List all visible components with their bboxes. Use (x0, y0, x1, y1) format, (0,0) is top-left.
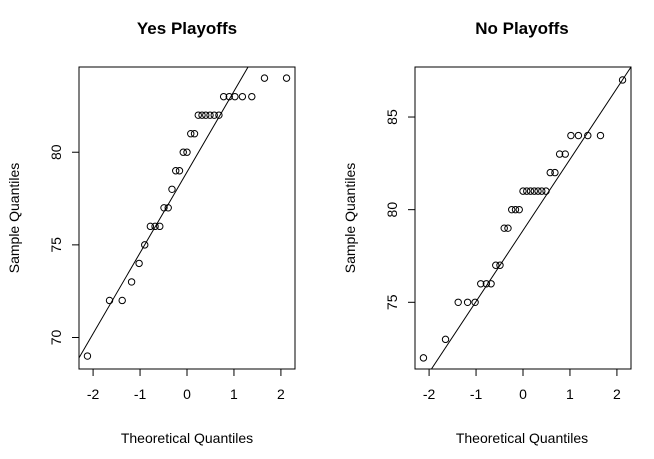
qq-panel-yes-playoffs: Yes Playoffs -2 -1 0 1 2 70 75 80 Theoretical … (6, 19, 296, 446)
chart-title: Yes Playoffs (137, 19, 237, 38)
data-point (260, 74, 269, 82)
data-point (515, 205, 523, 214)
x-tick-label: -1 (470, 386, 483, 402)
x-tick-label: -2 (423, 386, 436, 402)
data-point (141, 241, 149, 249)
data-point (574, 131, 583, 140)
data-point (487, 280, 495, 288)
data-point (519, 187, 527, 195)
data-point (561, 150, 569, 158)
data-point (492, 261, 500, 269)
points-group (83, 74, 291, 360)
data-point (175, 167, 184, 175)
data-point (282, 74, 291, 82)
data-point (596, 131, 605, 140)
data-point (584, 131, 592, 140)
y-axis-label: Sample Quantiles (6, 163, 22, 274)
data-point (202, 111, 210, 119)
x-tick-label: 0 (183, 386, 191, 402)
data-point (231, 92, 239, 101)
data-point (151, 222, 159, 231)
data-point (546, 168, 554, 177)
data-point (206, 111, 214, 119)
data-point (477, 280, 485, 288)
data-point (183, 148, 191, 156)
reference-line-group (79, 67, 249, 359)
data-point (500, 224, 508, 232)
y-tick-label: 85 (384, 109, 400, 125)
data-point (225, 92, 233, 101)
data-point (172, 167, 180, 175)
plot-frame (78, 66, 296, 370)
y-tick-label: 75 (384, 294, 400, 310)
data-point (164, 204, 172, 212)
y-tick-label: 75 (48, 237, 64, 253)
data-point (471, 298, 479, 307)
x-axis: -2 -1 0 1 2 (87, 369, 285, 402)
y-axis: 70 75 80 (48, 144, 79, 345)
x-tick-label: 1 (566, 386, 574, 402)
data-point (523, 187, 531, 195)
data-point (127, 278, 136, 286)
y-tick-label: 80 (384, 202, 400, 218)
data-point (511, 205, 520, 214)
data-point (526, 187, 535, 195)
data-point (190, 129, 199, 138)
data-point (194, 111, 202, 119)
data-point (534, 187, 542, 195)
reference-line (431, 67, 631, 369)
points-group (419, 76, 627, 362)
data-point (146, 222, 155, 231)
data-point (463, 298, 472, 307)
data-point (555, 150, 564, 158)
data-point (419, 354, 428, 362)
x-tick-label: -1 (134, 386, 147, 402)
data-point (219, 92, 228, 101)
x-tick-label: 0 (519, 386, 527, 402)
data-point (618, 76, 627, 84)
data-point (118, 296, 126, 305)
x-axis-label: Theoretical Quantiles (456, 430, 588, 446)
data-point (198, 111, 206, 119)
data-point (508, 205, 516, 214)
y-axis-label: Sample Quantiles (342, 163, 358, 274)
reference-line-group (431, 67, 631, 369)
data-point (135, 259, 143, 268)
y-tick-label: 70 (48, 330, 64, 346)
plot-frame (414, 66, 632, 370)
data-point (542, 187, 550, 195)
data-point (83, 352, 92, 360)
qq-panel-no-playoffs: No Playoffs -2 -1 0 1 2 75 80 85 Theoretical Q… (342, 19, 632, 446)
x-tick-label: 1 (230, 386, 238, 402)
chart-title: No Playoffs (475, 19, 569, 38)
x-axis-label: Theoretical Quantiles (121, 430, 253, 446)
data-point (238, 92, 247, 101)
data-point (248, 92, 256, 101)
data-point (496, 261, 504, 269)
data-point (567, 131, 575, 140)
data-point (179, 148, 187, 156)
x-axis: -2 -1 0 1 2 (423, 369, 621, 402)
data-point (530, 187, 538, 195)
x-tick-label: 2 (613, 386, 621, 402)
data-point (441, 335, 450, 344)
data-point (105, 296, 114, 305)
data-point (215, 111, 223, 119)
data-point (504, 224, 512, 232)
data-point (454, 298, 462, 307)
data-point (168, 185, 176, 193)
y-axis: 75 80 85 (384, 109, 415, 310)
data-point (160, 204, 168, 212)
data-point (156, 222, 164, 231)
data-point (551, 168, 559, 177)
y-tick-label: 80 (48, 144, 64, 160)
data-point (210, 111, 218, 119)
x-tick-label: 2 (277, 386, 285, 402)
data-point (482, 280, 491, 288)
data-point (187, 129, 195, 138)
x-tick-label: -2 (87, 386, 100, 402)
reference-line (79, 67, 249, 359)
data-point (538, 187, 546, 195)
